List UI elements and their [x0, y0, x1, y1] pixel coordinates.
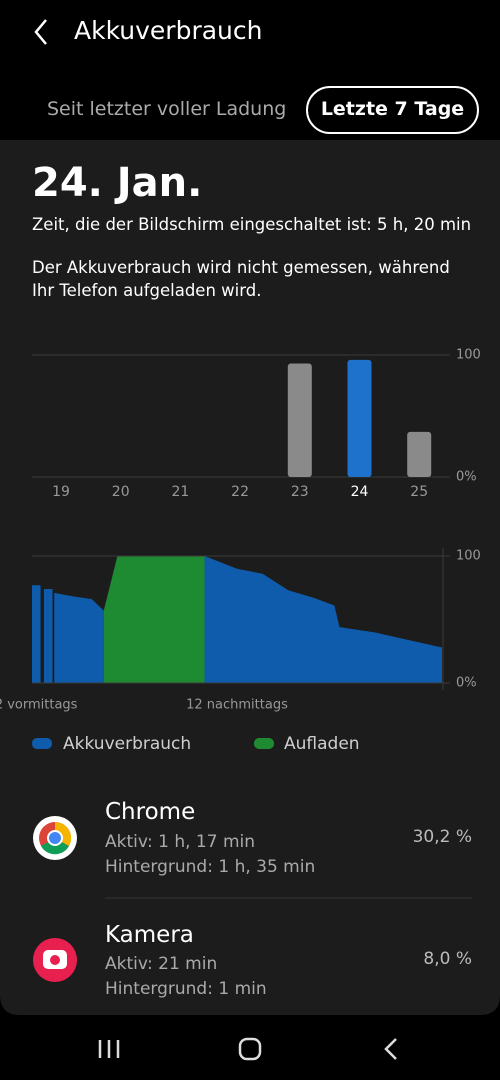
- screen-time: Zeit, die der Bildschirm eingeschaltet i…: [32, 215, 472, 234]
- tab-active[interactable]: Letzte 7 Tage: [320, 98, 465, 120]
- nav-recent[interactable]: [98, 1040, 120, 1058]
- bar: [287, 363, 312, 477]
- app-active: Aktiv: 21 min: [105, 954, 218, 974]
- chrome-icon: [41, 838, 69, 855]
- app-background: Hintergrund: 1 h, 35 min: [105, 857, 316, 877]
- x-tick-label: 20: [112, 484, 130, 500]
- date: 24. Jan.: [32, 160, 203, 206]
- x-tick-label: 21: [171, 484, 189, 500]
- x-tick-label: 23: [291, 484, 309, 500]
- app-name[interactable]: Kamera: [105, 922, 194, 948]
- y-tick-label: 0%: [456, 676, 477, 691]
- charts: 0% 100 19 20 21 22 23 24 25 0% 100 12 vormittags 12 …: [0, 348, 481, 713]
- nav-back[interactable]: [384, 1038, 397, 1060]
- x-tick-label: 19: [52, 484, 70, 500]
- x-tick-label: 25: [410, 484, 428, 500]
- area: [103, 556, 205, 683]
- legend-swatch: [254, 738, 274, 749]
- tab-pill[interactable]: [306, 86, 479, 134]
- app-share: 30,2 %: [412, 827, 472, 847]
- x-tick-label: 22: [231, 484, 249, 500]
- y-tick-label: 100: [456, 348, 481, 363]
- y-tick-label: 0%: [456, 470, 477, 485]
- legend-label: Akkuverbrauch: [63, 734, 191, 754]
- legend-label: Aufladen: [284, 734, 360, 754]
- chrome-icon: [49, 832, 61, 844]
- nav-home[interactable]: [238, 1037, 262, 1061]
- app-name[interactable]: Chrome: [105, 799, 196, 825]
- bar: [347, 359, 372, 477]
- area: [32, 556, 442, 683]
- camera-icon: [50, 955, 60, 965]
- page-title: Akkuverbrauch: [74, 16, 263, 45]
- tab[interactable]: Seit letzter voller Ladung: [47, 98, 287, 120]
- legend-swatch: [32, 738, 52, 749]
- app-share: 8,0 %: [423, 949, 472, 969]
- app-background: Hintergrund: 1 min: [105, 979, 267, 999]
- bar: [407, 431, 432, 477]
- x-tick-label: 24: [351, 484, 369, 500]
- app-active: Aktiv: 1 h, 17 min: [105, 832, 256, 852]
- x-tick-label: 12 nachmittags: [186, 698, 288, 713]
- x-tick-label: 12 vormittags: [0, 698, 78, 713]
- y-tick-label: 100: [456, 549, 481, 564]
- note: Der Akkuverbrauch wird nicht gemessen, w…: [32, 258, 450, 300]
- back-icon[interactable]: [34, 19, 47, 45]
